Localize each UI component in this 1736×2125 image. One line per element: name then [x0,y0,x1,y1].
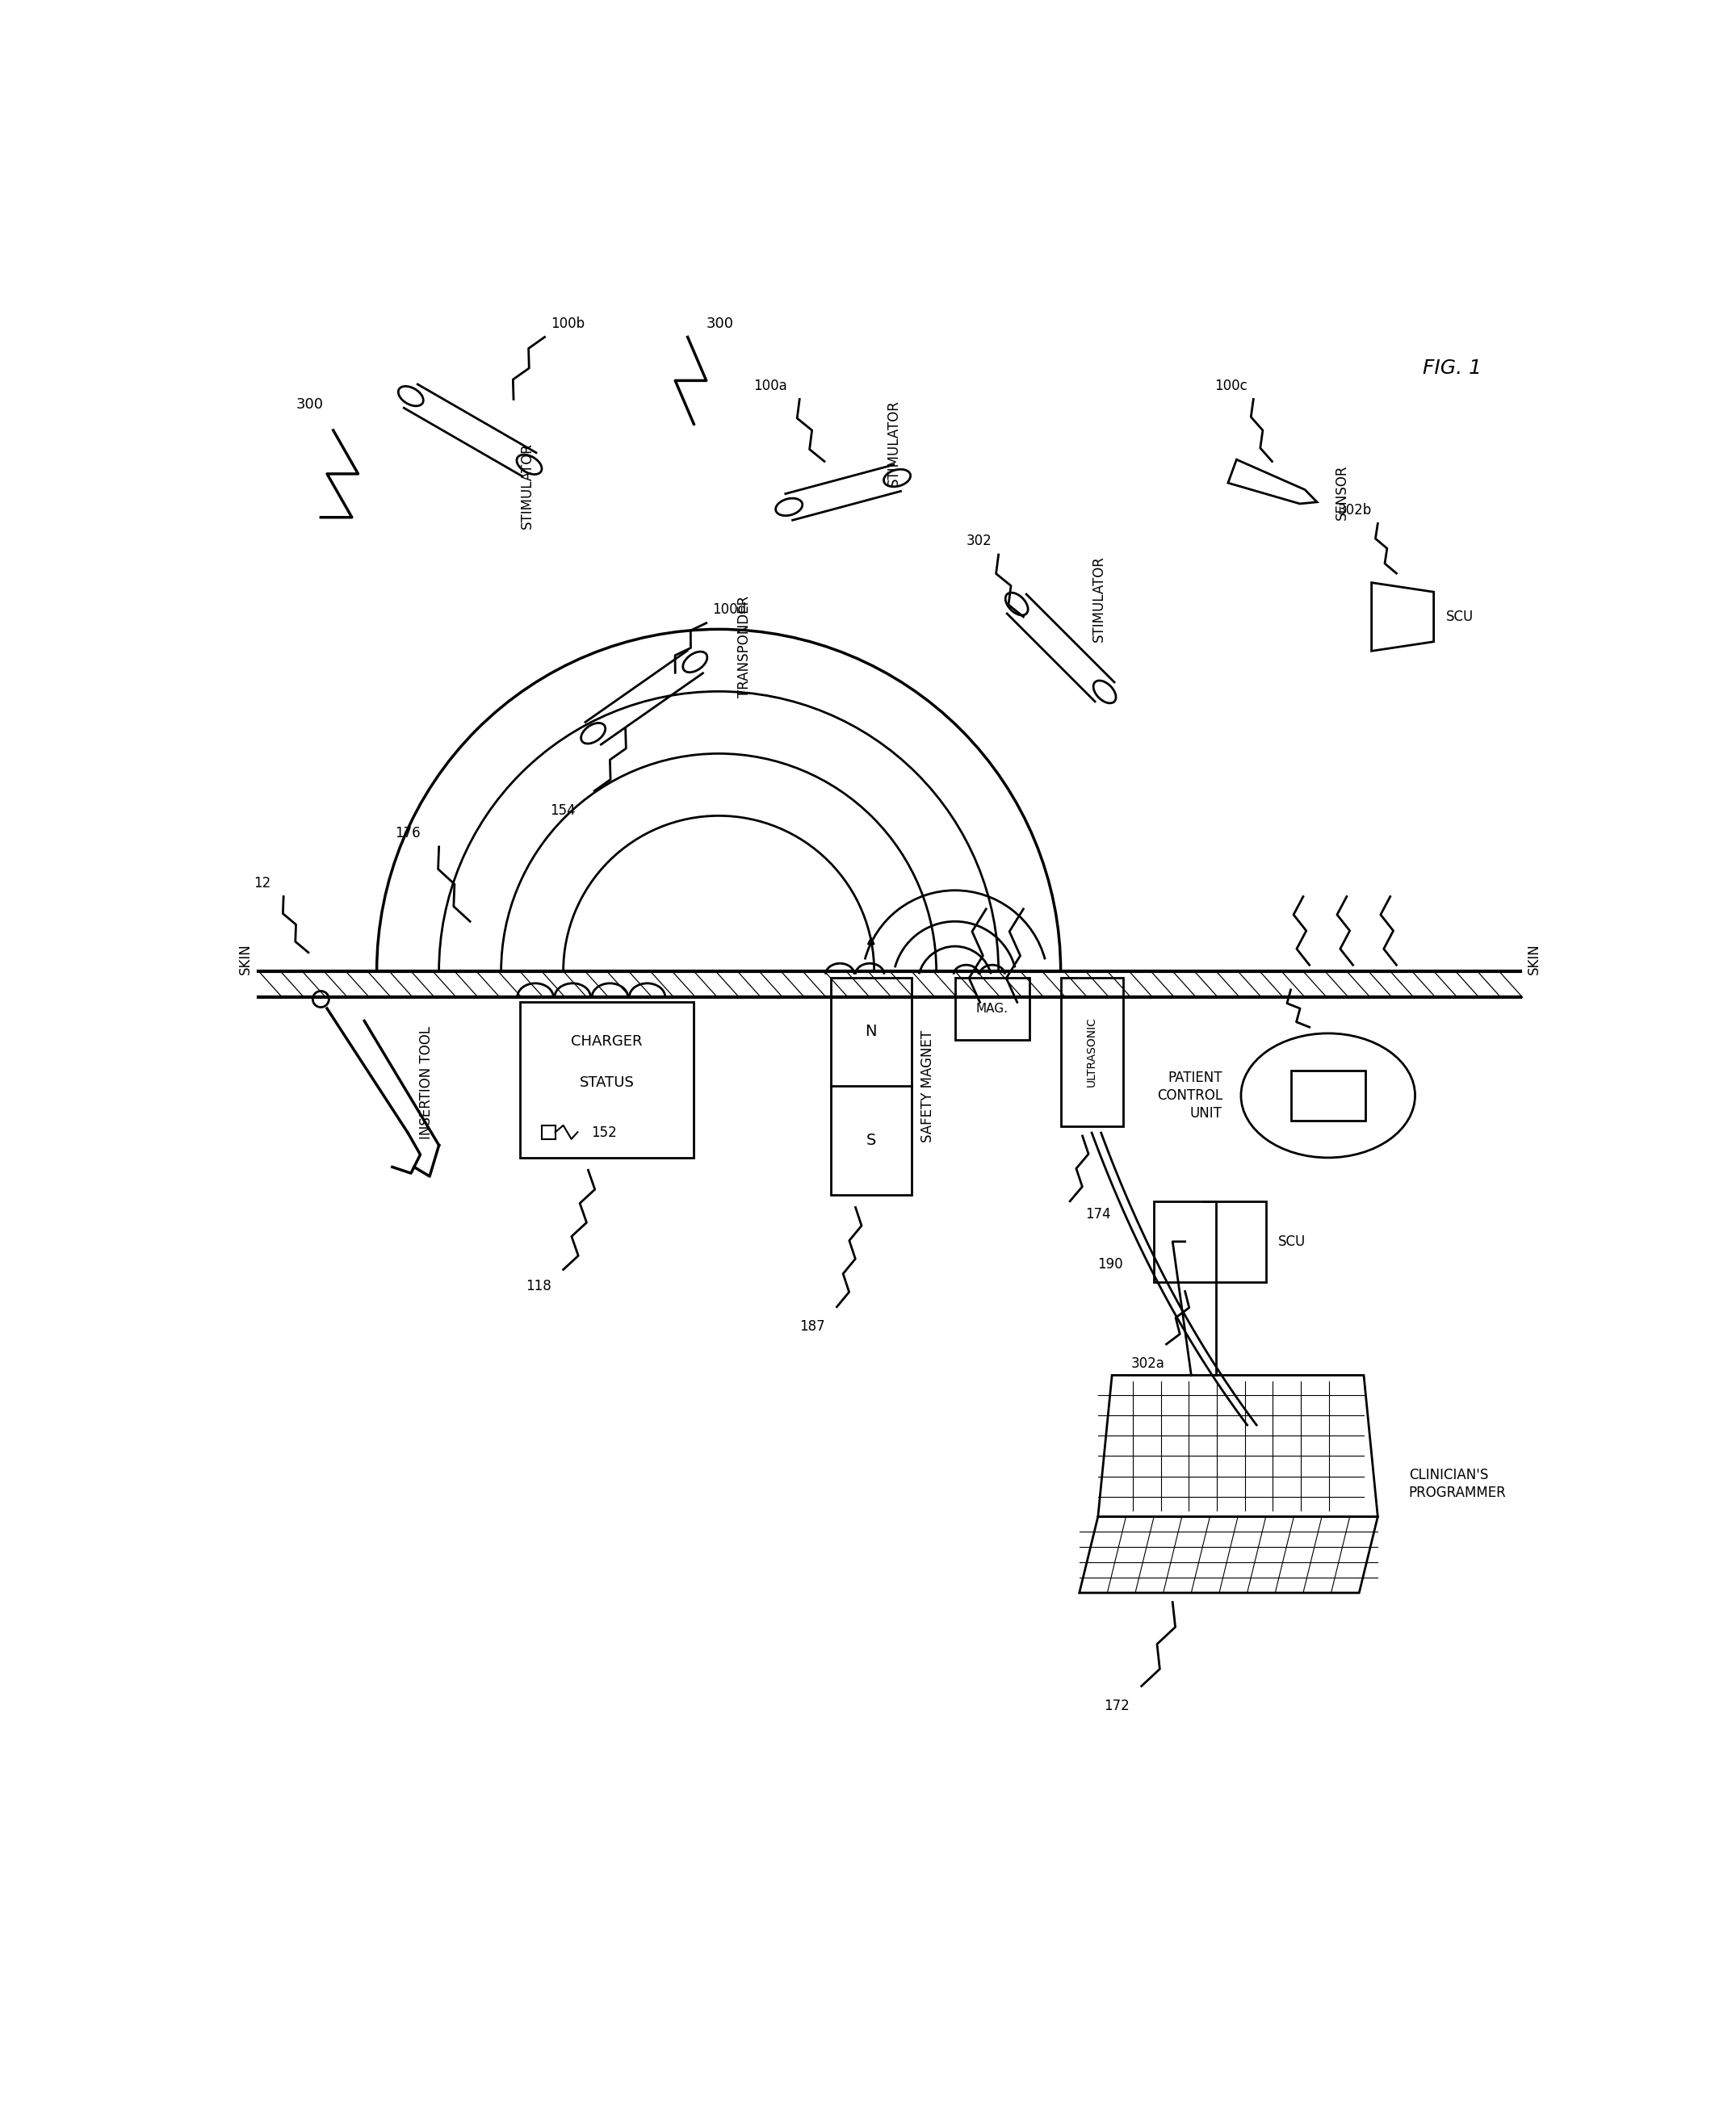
Text: STIMULATOR: STIMULATOR [1092,555,1106,642]
Text: 100c: 100c [1213,378,1246,393]
Text: TRANSPONDER: TRANSPONDER [738,595,752,697]
Text: S: S [866,1133,877,1148]
Bar [1061,978,1123,1126]
Text: SAFETY MAGNET: SAFETY MAGNET [920,1031,936,1143]
Bar [955,978,1029,1039]
Text: 302a: 302a [1130,1356,1165,1371]
Text: PATIENT
CONTROL
UNIT: PATIENT CONTROL UNIT [1156,1071,1222,1120]
Text: 300: 300 [707,317,734,332]
Text: 176: 176 [394,827,420,842]
Text: 302b: 302b [1337,504,1371,516]
Text: SKIN: SKIN [1528,944,1542,973]
Text: 174: 174 [1085,1207,1111,1222]
Text: STATUS: STATUS [580,1075,634,1090]
Text: 12: 12 [253,876,271,890]
Text: SKIN: SKIN [238,944,252,973]
Text: 118: 118 [526,1279,552,1294]
Text: 302: 302 [967,533,993,548]
Text: 187: 187 [799,1320,825,1334]
Text: 100a: 100a [753,378,786,393]
Text: MAG.: MAG. [976,1003,1009,1014]
Bar [1290,1071,1364,1120]
Text: 154: 154 [550,803,576,818]
Text: 300: 300 [295,397,323,412]
Text: ULTRASONIC: ULTRASONIC [1087,1018,1097,1088]
Text: 100d: 100d [712,601,746,616]
Text: 190: 190 [1097,1258,1123,1271]
Bar [542,1126,556,1139]
Text: INSERTION TOOL: INSERTION TOOL [420,1026,434,1139]
Text: FIG. 1: FIG. 1 [1424,359,1483,378]
Text: CLINICIAN'S
PROGRAMMER: CLINICIAN'S PROGRAMMER [1410,1468,1507,1500]
Bar [830,978,911,1194]
Bar [519,1003,694,1158]
Text: 172: 172 [1104,1698,1130,1713]
Text: N: N [865,1024,877,1039]
Text: SENSOR: SENSOR [1335,465,1349,521]
Text: SCU: SCU [1446,610,1474,625]
Text: STIMULATOR: STIMULATOR [887,400,901,487]
Text: SCU: SCU [1278,1235,1305,1250]
Text: STIMULATOR: STIMULATOR [519,442,535,529]
Text: 152: 152 [592,1126,616,1141]
Text: CHARGER: CHARGER [571,1035,642,1048]
Bar [1154,1201,1266,1281]
Text: 100b: 100b [550,317,585,332]
